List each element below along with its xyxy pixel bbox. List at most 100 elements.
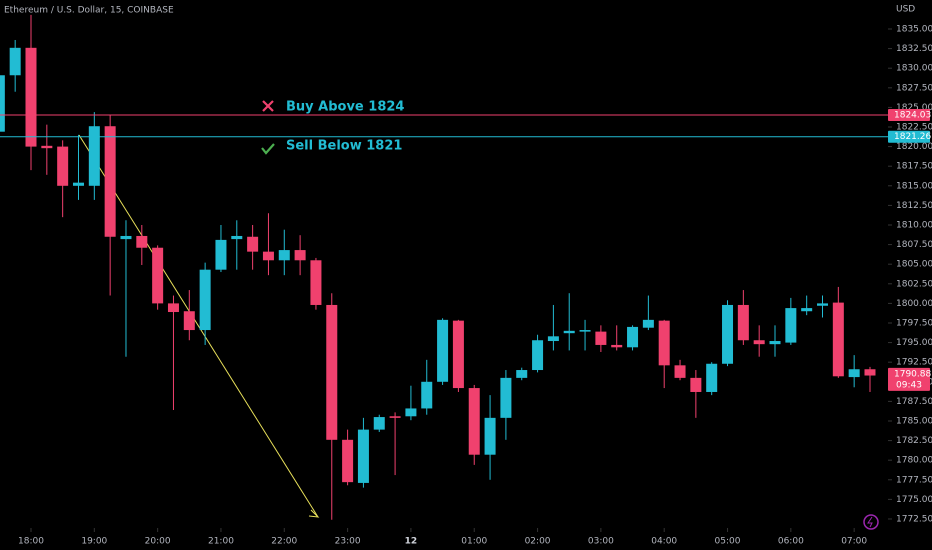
price-tag <box>888 109 930 122</box>
candle-body <box>421 381 433 409</box>
candle-body <box>516 370 528 378</box>
candle-body <box>864 369 876 376</box>
y-tick-label: 1800.00 <box>896 299 932 309</box>
y-tick-label: 1805.00 <box>896 260 932 270</box>
y-tick-label: 1792.50 <box>896 358 932 368</box>
candle-body <box>674 365 686 378</box>
candle-body <box>104 126 116 237</box>
candle-body <box>595 331 607 345</box>
x-tick-label: 20:00 <box>145 537 171 547</box>
x-tick-label: 12 <box>405 537 418 547</box>
candle-body <box>136 235 148 248</box>
buy-icon <box>262 100 274 112</box>
plot-area <box>0 14 876 520</box>
candle-body <box>389 416 401 418</box>
candle-body <box>437 319 449 382</box>
alert-icon-bolt <box>867 516 873 528</box>
y-tick-label: 1787.50 <box>896 397 932 407</box>
countdown-label: 09:43 <box>896 380 922 390</box>
candle-body <box>57 146 69 186</box>
trend-line <box>78 134 319 518</box>
candle-body <box>199 269 211 331</box>
trend-arrow <box>308 509 320 518</box>
candle-body <box>72 182 84 186</box>
y-tick-label: 1782.50 <box>896 436 932 446</box>
last-price-label: 1790.88 <box>894 369 931 379</box>
y-tick-label: 1817.50 <box>896 162 932 172</box>
candle-body <box>0 75 5 132</box>
candle-body <box>801 308 813 312</box>
candle-body <box>231 235 243 240</box>
candle-body <box>832 302 844 377</box>
x-tick-label: 05:00 <box>715 537 741 547</box>
candle-body <box>737 304 749 341</box>
y-tick-label: 1827.50 <box>896 83 932 93</box>
candle-body <box>563 330 575 334</box>
last-price-tag <box>888 367 930 391</box>
x-tick-label: 01:00 <box>461 537 487 547</box>
candle-body <box>817 303 828 306</box>
y-tick-label: 1807.50 <box>896 240 932 250</box>
candle-body <box>167 303 179 313</box>
y-tick-label: 1802.50 <box>896 279 932 289</box>
candle-body <box>500 377 512 418</box>
candle-body <box>642 319 654 328</box>
chart-title: Ethereum / U.S. Dollar, 15, COINBASE <box>4 6 174 16</box>
candle-body <box>25 47 37 147</box>
candle-body <box>88 126 100 186</box>
candle-body <box>405 408 417 417</box>
candle-body <box>41 145 53 149</box>
candle-body <box>247 236 259 252</box>
x-tick-label: 19:00 <box>81 537 107 547</box>
x-tick-label: 03:00 <box>588 537 614 547</box>
alert-icon[interactable] <box>863 514 879 530</box>
x-tick-label: 06:00 <box>778 537 804 547</box>
x-tick-label: 21:00 <box>208 537 234 547</box>
y-tick-label: 1835.00 <box>896 25 932 35</box>
annotation: Sell Below 1821 <box>286 139 402 154</box>
x-tick-label: 02:00 <box>525 537 551 547</box>
y-tick-label: 1772.50 <box>896 514 932 524</box>
candle-body <box>9 47 21 76</box>
candle-body <box>690 377 702 392</box>
y-tick-label: 1775.00 <box>896 495 932 505</box>
candle-body <box>468 388 480 455</box>
y-tick-label: 1832.50 <box>896 44 932 54</box>
candle-body <box>722 304 734 364</box>
y-tick-label: 1810.00 <box>896 220 932 230</box>
candle-body <box>579 330 591 332</box>
candle-body <box>484 417 496 455</box>
candle-body <box>294 250 306 261</box>
candle-body <box>706 363 718 392</box>
candle-body <box>452 320 464 389</box>
candle-body <box>611 344 623 348</box>
price-tag <box>888 130 930 143</box>
candle-body <box>753 340 765 345</box>
y-tick-label: 1797.50 <box>896 318 932 328</box>
price-tag-label: 1821.26 <box>894 132 931 142</box>
candle-body <box>342 439 354 483</box>
candle-body <box>785 308 797 343</box>
candle-body <box>373 417 385 430</box>
candle-body <box>278 250 290 261</box>
y-tick-label: 1825.00 <box>896 103 932 113</box>
y-tick-label: 1815.00 <box>896 181 932 191</box>
y-tick-label: 1830.00 <box>896 64 932 74</box>
candle-body <box>326 304 338 440</box>
candle-body <box>152 247 164 304</box>
y-tick-label: 1795.00 <box>896 338 932 348</box>
candle-body <box>357 429 369 483</box>
y-tick-label: 1812.50 <box>896 201 932 211</box>
candle-body <box>215 239 227 270</box>
x-tick-label: 04:00 <box>651 537 677 547</box>
candle-body <box>769 341 781 345</box>
candle-body <box>627 326 639 348</box>
x-tick-label: 22:00 <box>271 537 297 547</box>
candle-body <box>183 311 195 331</box>
x-tick-label: 18:00 <box>18 537 44 547</box>
x-tick-label: 07:00 <box>841 537 867 547</box>
y-tick-label: 1785.00 <box>896 416 932 426</box>
candle-body <box>310 260 322 305</box>
x-tick-label: 23:00 <box>335 537 361 547</box>
annotation: Buy Above 1824 <box>286 100 404 115</box>
